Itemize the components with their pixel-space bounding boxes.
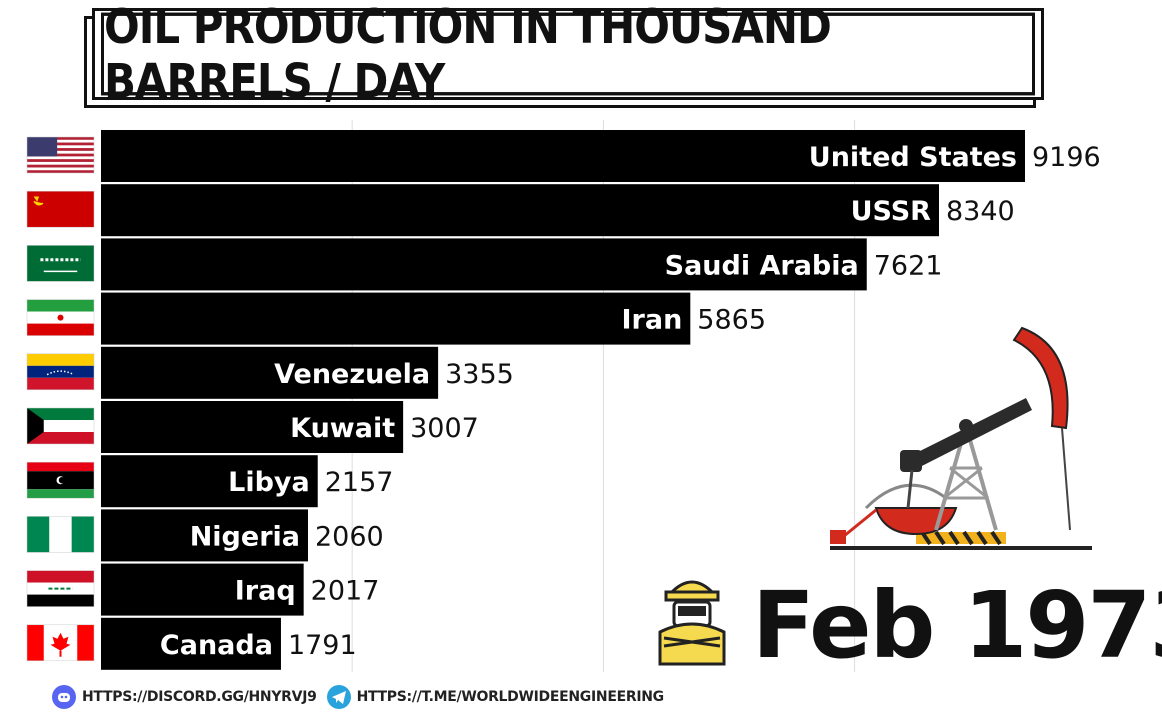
bar <box>101 346 439 399</box>
bar <box>101 617 281 670</box>
bar-category-label: Libya <box>228 467 310 498</box>
bar-value-label: 9196 <box>1032 142 1101 173</box>
ussr-flag-icon <box>26 190 95 228</box>
telegram-link[interactable]: HTTPS://T.ME/WORLDWIDEENGINEERING <box>356 689 665 705</box>
iraq-flag-icon <box>26 570 95 607</box>
bar-value-label: 7621 <box>874 250 943 281</box>
nigeria-flag-icon <box>26 516 95 553</box>
bar-category-label: Iraq <box>235 576 296 607</box>
date-label: Feb 1973 <box>752 572 1162 679</box>
us-flag-icon <box>26 136 95 174</box>
oil-pumpjack-icon <box>830 326 1092 550</box>
engineer-mascot-icon <box>658 580 726 666</box>
footer: HTTPS://DISCORD.GG/HNYRVJ9 HTTPS://T.ME/… <box>52 684 664 710</box>
bar <box>101 563 304 616</box>
venezuela-flag-icon <box>26 353 95 391</box>
bar <box>101 509 308 562</box>
telegram-icon[interactable] <box>326 685 351 709</box>
bar <box>101 401 404 453</box>
bar <box>101 130 1025 182</box>
bar-value-label: 2157 <box>325 467 394 498</box>
bar-value-label: 2017 <box>311 576 380 607</box>
bar-category-label: Saudi Arabia <box>665 250 859 281</box>
bar-value-label: 8340 <box>946 196 1015 227</box>
bar-category-label: Nigeria <box>190 521 300 552</box>
bar-value-label: 3355 <box>445 359 514 390</box>
chart-title: OIL PRODUCTION IN THOUSAND BARRELS / DAY <box>101 0 1035 109</box>
bar-value-label: 1791 <box>288 630 357 661</box>
discord-link[interactable]: HTTPS://DISCORD.GG/HNYRVJ9 <box>82 689 317 705</box>
libya-flag-icon <box>26 461 95 499</box>
bar <box>101 184 939 237</box>
canada-flag-icon <box>26 624 95 662</box>
saudi-arabia-flag-icon <box>26 245 95 282</box>
bar-category-label: Iran <box>621 305 682 336</box>
bar-value-label: 5865 <box>697 305 766 336</box>
bar-category-label: Canada <box>160 630 273 661</box>
iran-flag-icon <box>26 299 95 336</box>
bar-category-label: Venezuela <box>274 359 430 390</box>
bar <box>101 455 318 508</box>
title-frame: OIL PRODUCTION IN THOUSAND BARRELS / DAY <box>92 0 1044 109</box>
bar-category-label: Kuwait <box>290 413 395 444</box>
bar-value-label: 3007 <box>410 413 479 444</box>
bar-category-label: United States <box>809 142 1017 173</box>
bar-value-label: 2060 <box>315 521 384 552</box>
bar <box>101 292 691 345</box>
kuwait-flag-icon <box>26 407 95 445</box>
bar-category-label: USSR <box>851 196 932 227</box>
bar-chart: United States 9196 USSR 8340 Saudi Arabia 762… <box>26 120 1101 672</box>
discord-icon[interactable] <box>52 685 76 709</box>
bar <box>101 238 867 291</box>
